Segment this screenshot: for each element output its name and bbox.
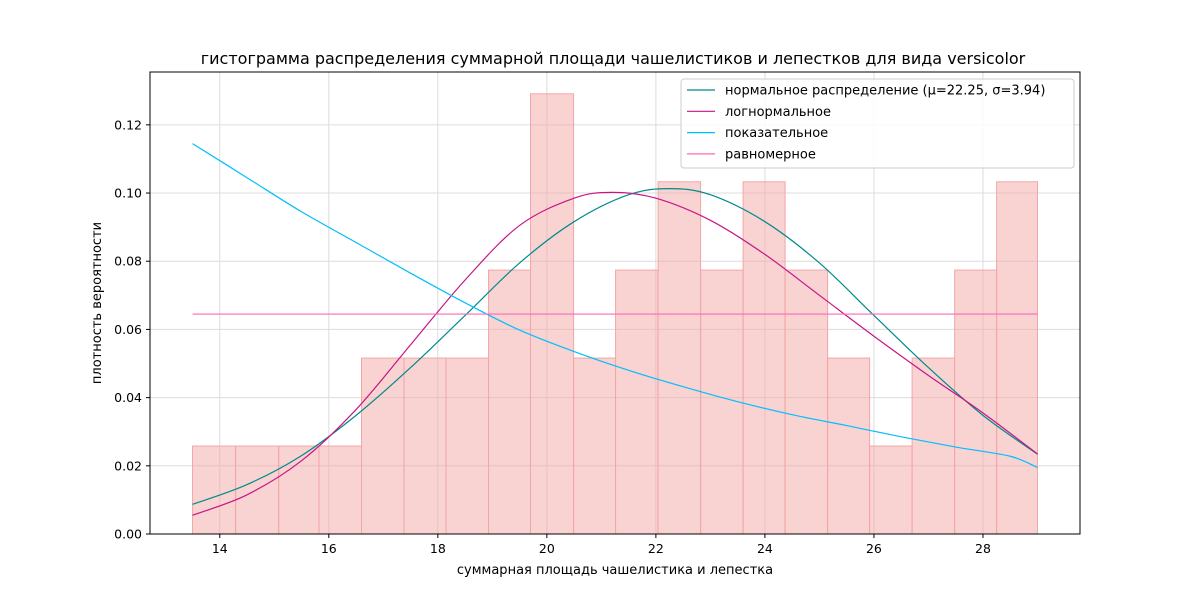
histogram-bar — [742, 181, 786, 535]
x-tick-label: 20 — [539, 541, 555, 556]
y-tick-label: 0.08 — [114, 254, 142, 269]
histogram-bar — [954, 269, 998, 535]
x-tick-label: 14 — [212, 541, 228, 556]
histogram-bar — [615, 269, 659, 535]
x-axis-label: суммарная площадь чашелистика и лепестка — [457, 563, 773, 578]
plot-frame — [149, 71, 1081, 535]
legend-label: нормальное распределение (μ=22.25, σ=3.9… — [725, 84, 1045, 99]
histogram-bar — [827, 357, 871, 535]
histogram-bar — [573, 357, 617, 535]
y-axis-label: плотность вероятности — [90, 222, 105, 384]
series-line-1 — [192, 191, 1038, 516]
chart-title: гистограмма распределения суммарной площ… — [201, 49, 1026, 68]
series-line-2 — [192, 143, 1038, 469]
x-tick-label: 24 — [757, 541, 773, 556]
histogram-bar — [318, 445, 363, 535]
x-axis: 14 16 18 20 22 24 26 28 — [212, 534, 991, 556]
histogram-bar — [361, 357, 405, 535]
legend-box — [680, 78, 1075, 169]
histogram-bar — [403, 357, 447, 535]
x-tick-label: 22 — [648, 541, 664, 556]
legend-label: равномерное — [725, 147, 816, 162]
x-tick-label: 26 — [866, 541, 882, 556]
y-tick-label: 0.10 — [114, 186, 142, 201]
y-tick-label: 0.00 — [114, 527, 142, 542]
histogram-bar — [445, 357, 490, 535]
legend: нормальное распределение (μ=22.25, σ=3.9… — [680, 78, 1075, 169]
histogram-bar — [869, 445, 913, 535]
y-tick-label: 0.02 — [114, 458, 142, 473]
y-tick-label: 0.12 — [114, 117, 142, 132]
y-tick-label: 0.04 — [114, 390, 142, 405]
histogram-bar — [657, 181, 702, 535]
x-tick-label: 28 — [975, 541, 991, 556]
y-axis: 0.00 0.02 0.04 0.06 0.08 0.10 0.12 — [114, 117, 150, 542]
x-tick-label: 16 — [321, 541, 337, 556]
histogram-bar — [784, 269, 829, 535]
histogram-bar — [278, 445, 320, 535]
series-line-0 — [192, 188, 1038, 505]
legend-label: логнормальное — [725, 105, 831, 120]
y-tick-label: 0.06 — [114, 322, 142, 337]
histogram-bar — [996, 181, 1038, 535]
legend-label: показательное — [725, 126, 828, 141]
distribution-lines — [192, 143, 1038, 516]
x-tick-label: 18 — [430, 541, 446, 556]
histogram-bar — [488, 269, 532, 535]
histogram-bar — [192, 445, 237, 535]
